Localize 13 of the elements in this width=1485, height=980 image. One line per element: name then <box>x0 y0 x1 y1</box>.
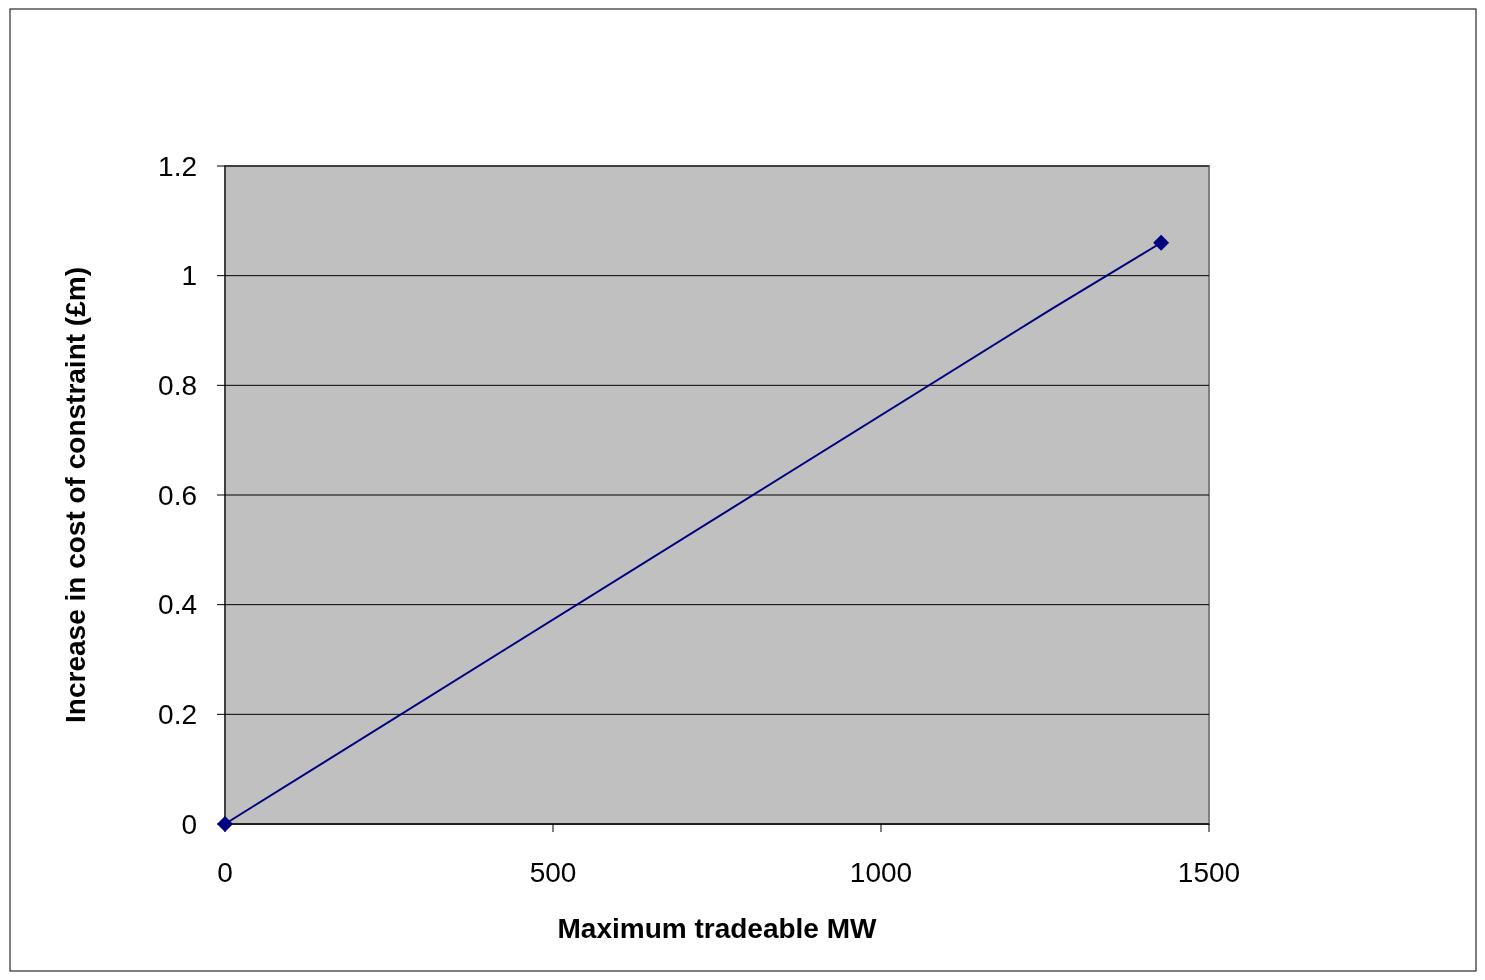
y-tick-label: 1.2 <box>158 150 197 182</box>
x-tick-label: 1500 <box>1177 857 1241 888</box>
x-tick-label: 0 <box>217 857 233 888</box>
y-tick-label: 0.4 <box>158 589 197 621</box>
y-axis-title: Increase in cost of constraint (£m) <box>60 267 91 723</box>
y-tick-label: 0.8 <box>158 370 197 402</box>
x-axis-title: Maximum tradeable MW <box>557 913 878 944</box>
x-tick-label: 500 <box>529 857 577 888</box>
x-tick-label: 1000 <box>849 857 913 888</box>
y-tick-label: 0 <box>181 808 197 840</box>
y-tick-label: 0.6 <box>158 479 197 511</box>
y-tick-label: 1 <box>181 260 197 292</box>
y-tick-label: 0.2 <box>158 699 197 731</box>
